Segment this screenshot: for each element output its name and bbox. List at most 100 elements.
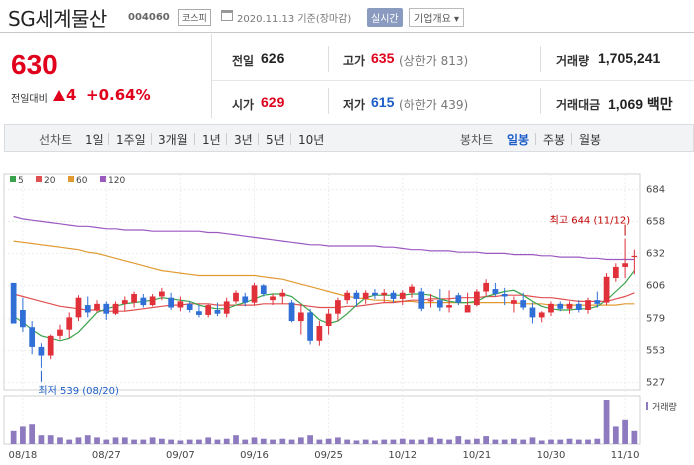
volume-bar [10, 430, 17, 444]
volume-pane-frame [3, 395, 641, 445]
candle-body [381, 292, 388, 296]
candle-body [242, 296, 249, 303]
volume-bar [316, 439, 323, 444]
candlestick-chart[interactable]: 5 20 60 120 684 658 632 606 579 553 527 08/18 08/27 0… [0, 168, 694, 465]
period-5y[interactable]: 5년 [266, 133, 285, 147]
volume-bar [436, 438, 443, 444]
candle-chart-label[interactable]: 봉차트 [460, 133, 494, 147]
candle-body [594, 300, 601, 304]
volume-bar [57, 437, 63, 444]
candle-body [94, 303, 100, 310]
volume-bar [214, 439, 221, 444]
x-tick-label: 10/12 [388, 450, 417, 461]
volume-bar [390, 439, 397, 444]
candle-body [214, 310, 221, 314]
volume-bar [29, 424, 36, 444]
volume-bar [511, 438, 517, 444]
volume-bar [418, 439, 425, 444]
legend-swatch [36, 176, 42, 182]
divider [108, 133, 109, 145]
x-tick-label: 09/16 [240, 450, 269, 461]
candle-body [483, 282, 490, 292]
realtime-button[interactable]: 실시간 [367, 8, 403, 27]
volume-bar [66, 439, 73, 444]
high-annotation: 최고 644 (11/12) [550, 215, 631, 227]
candle-body [520, 300, 527, 308]
candle-body [223, 301, 230, 314]
y-tick-label: 606 [646, 280, 665, 291]
x-tick-label: 10/21 [462, 450, 491, 461]
volume-bar [622, 419, 628, 444]
volume-bar [464, 439, 471, 444]
candle-body [205, 305, 212, 315]
volume-label: 거래량 [652, 401, 677, 413]
x-tick-label: 09/25 [314, 450, 343, 461]
candle-body [529, 307, 536, 318]
divider [226, 133, 227, 145]
candle-body [307, 312, 313, 341]
period-1d[interactable]: 1일 [85, 133, 104, 147]
candle-body [29, 327, 36, 347]
high-label: 고가 [343, 54, 366, 68]
period-3m[interactable]: 3개월 [158, 133, 188, 147]
volume-bar [538, 440, 545, 444]
candle-body [251, 285, 258, 303]
candle-body [20, 310, 26, 328]
company-info-dropdown[interactable]: 기업개요 ▾ [409, 8, 464, 27]
volume-bar [529, 437, 536, 444]
volume-bar [427, 437, 434, 444]
volume-bar [594, 438, 601, 444]
y-tick-label: 527 [646, 378, 665, 389]
x-tick-label: 11/10 [611, 450, 640, 461]
period-bar: 선차트 1일 1주일 3개월 1년 3년 5년 10년 봉차트 일봉 주봉 월봉 [4, 124, 694, 152]
candle-body [622, 263, 628, 267]
volume-bar [251, 437, 258, 444]
volume-bar [455, 436, 462, 444]
volume-legend-swatch [646, 402, 648, 410]
base-date: 2020.11.13 기준(장마감) [237, 14, 352, 25]
up-triangle-icon [53, 90, 65, 101]
period-10y[interactable]: 10년 [298, 133, 325, 147]
period-3y[interactable]: 3년 [234, 133, 253, 147]
prev-close-value: 626 [261, 50, 285, 66]
volume-bar [585, 439, 591, 444]
stock-code: 004060 [128, 12, 170, 23]
market-badge: 코스피 [178, 9, 211, 26]
candle-weekly[interactable]: 주봉 [543, 133, 566, 147]
volume-bar [47, 435, 54, 444]
divider [540, 46, 541, 72]
candle-body [140, 297, 147, 306]
line-chart-label[interactable]: 선차트 [39, 133, 73, 147]
candle-body [631, 255, 638, 258]
candle-daily[interactable]: 일봉 [507, 133, 530, 147]
candle-body [260, 285, 267, 294]
volume-bar [38, 435, 45, 444]
volume-bar [372, 440, 378, 444]
period-1w[interactable]: 1주일 [116, 133, 146, 147]
candle-body [612, 266, 619, 278]
volume-bar [94, 437, 100, 444]
trade-value: 1,069 백만 [608, 96, 673, 112]
volume-bar [20, 426, 26, 444]
candle-body [548, 303, 554, 313]
candle-body [325, 313, 332, 326]
volume-label: 거래량 [556, 54, 590, 68]
volume-bar [344, 439, 351, 444]
candle-body [464, 305, 471, 313]
volume-bar [140, 439, 147, 444]
candle-body [316, 326, 323, 341]
volume-bar [575, 439, 582, 444]
volume-bar [270, 439, 276, 444]
lower-limit: (하한가 439) [399, 98, 469, 112]
volume-bar [548, 439, 554, 444]
legend-swatch [100, 176, 106, 182]
candle-body [38, 346, 45, 356]
prev-close-label: 전일 [232, 54, 255, 68]
candle-body [455, 295, 462, 303]
volume-bar [75, 437, 82, 444]
period-1y[interactable]: 1년 [202, 133, 221, 147]
volume-bar [233, 435, 239, 444]
low-value: 615 [371, 94, 395, 110]
candle-monthly[interactable]: 월봉 [579, 133, 602, 147]
y-tick-label: 579 [646, 314, 665, 325]
